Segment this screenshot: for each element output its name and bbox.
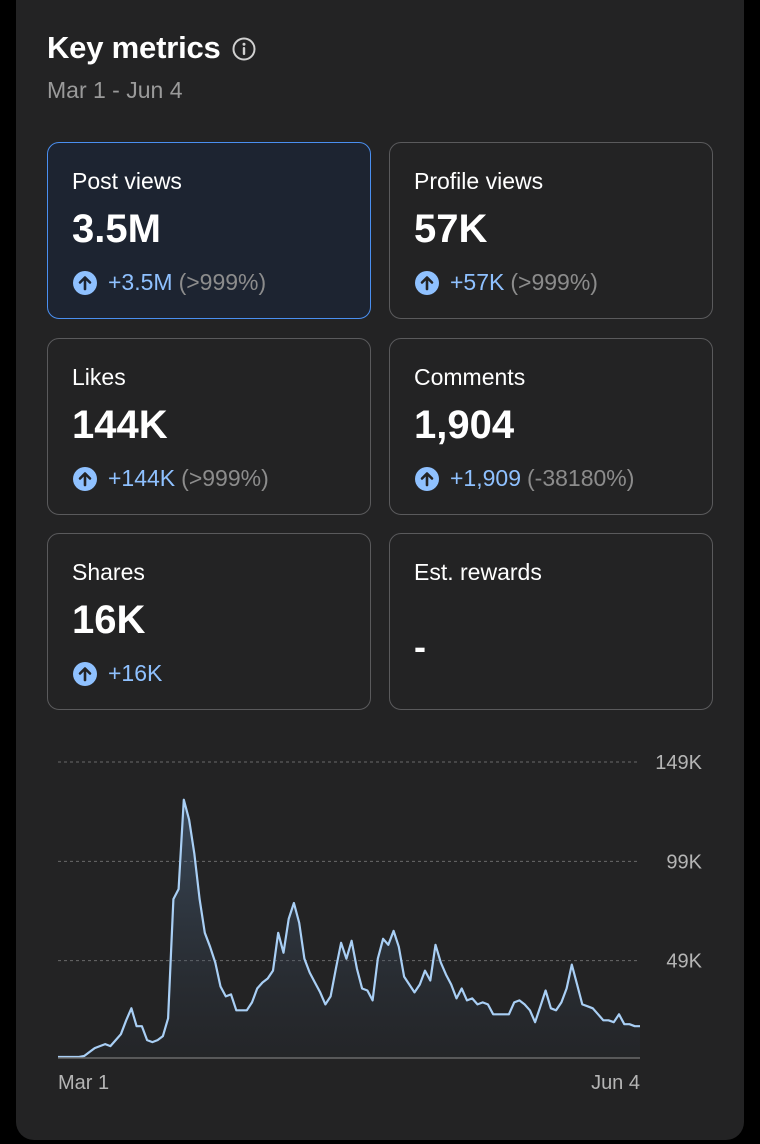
post-views-chart[interactable]: 49K 99K 149K Mar 1 Jun 4 [0,740,760,1100]
metric-percent: (>999%) [181,465,269,491]
chart-area [58,799,640,1058]
metric-change: +3.5M (>999%) [72,269,266,296]
arrow-up-circle-icon [414,466,440,492]
y-tick-label: 149K [655,752,702,774]
arrow-up-circle-icon [72,270,98,296]
metric-card-profile-views[interactable]: Profile views 57K +57K (>999%) [389,142,713,319]
metric-card-shares[interactable]: Shares 16K +16K [47,533,371,710]
metric-delta: +144K [108,465,176,491]
metric-percent: (>999%) [178,269,267,295]
metric-label: Comments [414,364,526,390]
metric-percent: (-38180%) [527,465,635,491]
metric-card-comments[interactable]: Comments 1,904 +1,909 (-38180%) [389,338,713,515]
metric-card-post-views[interactable]: Post views 3.5M +3.5M (>999%) [47,142,371,319]
x-tick-label: Mar 1 [58,1072,109,1094]
arrow-up-circle-icon [414,270,440,296]
metric-label: Profile views [414,168,544,194]
y-tick-label: 49K [666,951,702,973]
metric-value: - [414,626,426,667]
metric-change: +1,909 (-38180%) [414,465,634,492]
metric-delta: +16K [108,660,163,686]
info-icon[interactable] [231,36,257,62]
metric-card-est-rewards[interactable]: Est. rewards - [389,533,713,710]
page-title: Key metrics [47,30,221,65]
metric-value: 16K [72,598,146,642]
header: Key metrics [47,30,257,66]
metric-change: +57K (>999%) [414,269,598,296]
arrow-up-circle-icon [72,661,98,687]
metric-value: 144K [72,403,168,447]
metric-change: +16K [72,660,162,687]
metric-label: Post views [72,168,182,194]
metric-label: Likes [72,364,126,390]
x-tick-label: Jun 4 [591,1072,640,1094]
metric-value: 57K [414,207,488,251]
metric-label: Est. rewards [414,559,542,585]
chart-series-line [58,798,640,1059]
arrow-up-circle-icon [72,466,98,492]
metric-delta: +1,909 [450,465,521,491]
date-range[interactable]: Mar 1 - Jun 4 [47,77,183,103]
metric-value: 3.5M [72,207,161,251]
metric-label: Shares [72,559,145,585]
metric-change: +144K (>999%) [72,465,269,492]
metric-delta: +57K [450,269,505,295]
metric-value: 1,904 [414,403,515,447]
metric-percent: (>999%) [510,269,598,295]
metric-delta: +3.5M [108,269,173,295]
y-tick-label: 99K [666,851,702,873]
metric-card-likes[interactable]: Likes 144K +144K (>999%) [47,338,371,515]
